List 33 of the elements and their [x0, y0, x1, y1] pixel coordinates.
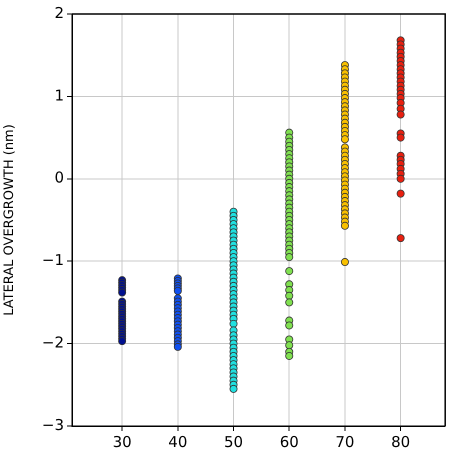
point [285, 298, 294, 306]
x-tick-label: 50 [224, 432, 244, 451]
point [285, 253, 294, 262]
point [118, 337, 126, 346]
x-tick-label: 60 [280, 432, 299, 451]
point [285, 321, 294, 330]
x-tick-label: 80 [391, 432, 410, 451]
point [174, 286, 182, 295]
x-tick-label: 70 [335, 432, 354, 451]
y-tick-label: 2 [54, 4, 64, 22]
point [340, 135, 349, 144]
point [285, 267, 294, 276]
y-tick-label: 0 [54, 168, 64, 187]
point [340, 222, 349, 230]
point [230, 384, 238, 393]
point [174, 342, 182, 351]
point [396, 110, 405, 119]
y-tick-label: 1 [54, 86, 64, 104]
y-tick-label: −2 [42, 333, 64, 352]
x-tick-label: 40 [168, 432, 188, 451]
y-tick-label: −3 [42, 416, 64, 434]
point [285, 352, 294, 360]
point [285, 341, 294, 350]
point [396, 234, 405, 242]
point [230, 320, 238, 328]
x-tick-label: 30 [112, 432, 132, 451]
y-axis-title: LATERAL OVERGROWTH (nm) [2, 124, 18, 316]
point [396, 134, 405, 142]
point [396, 190, 405, 198]
point [118, 288, 126, 297]
y-tick-label: −1 [42, 251, 64, 270]
point [340, 258, 349, 266]
point [396, 174, 405, 183]
